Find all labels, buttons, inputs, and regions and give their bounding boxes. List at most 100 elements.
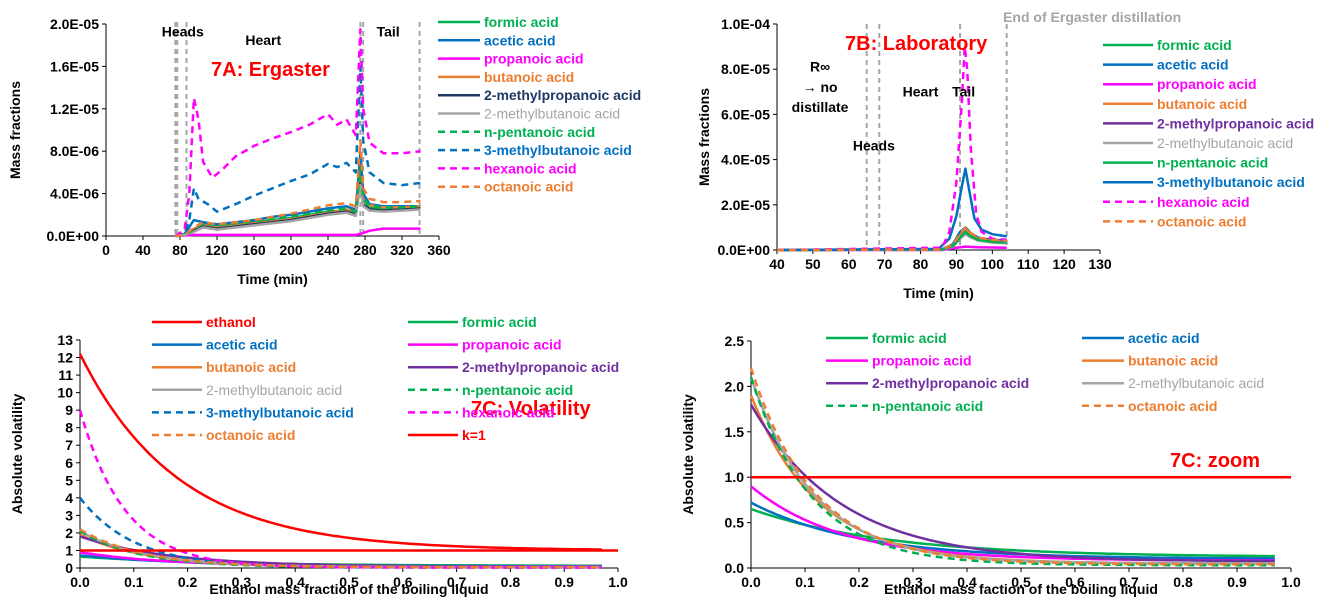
x-tick-label: 0.2 — [849, 574, 869, 590]
y-tick-label: 1.5 — [725, 424, 745, 440]
x-tick-label: 0.6 — [393, 574, 413, 590]
y-tick-label: 1.6E-05 — [50, 58, 99, 74]
x-tick-label: 0.9 — [554, 574, 574, 590]
legend: formic acid acetic acid propanoic acid buta… — [826, 330, 1264, 414]
x-tick-label: 0.0 — [741, 574, 761, 590]
x-axis-label: Time (min) — [903, 285, 974, 301]
series-line-octanoic-acid — [79, 528, 602, 569]
y-tick-label: 7 — [65, 437, 73, 453]
legend-label-3-methylbutanoic-acid: 3-methylbutanoic acid — [484, 142, 632, 158]
x-tick-label: 0.0 — [70, 574, 90, 590]
legend-label-octanoic-acid: octanoic acid — [484, 179, 573, 195]
x-tick-label: 0.2 — [178, 574, 198, 590]
y-tick-label: 8.0E-06 — [50, 143, 99, 159]
chart-title: 7C: zoom — [1170, 450, 1260, 472]
y-axis-label: Absolute volatility — [9, 394, 25, 515]
x-tick-label: 0.7 — [1119, 574, 1139, 590]
legend-label-octanoic-acid: octanoic acid — [1128, 398, 1217, 414]
x-tick-label: 0 — [102, 242, 110, 258]
region-label: Heart — [245, 32, 281, 48]
legend-label-butanoic-acid: butanoic acid — [1157, 96, 1247, 112]
chart-title: 7B: Laboratory — [845, 33, 988, 55]
y-tick-label: 0.5 — [725, 515, 745, 531]
y-tick-label: 4.0E-05 — [721, 152, 770, 168]
region-label: → no — [803, 79, 838, 95]
y-tick-label: 6.0E-05 — [721, 106, 770, 122]
x-tick-label: 0.5 — [339, 574, 359, 590]
series-line-propanoic-acid — [175, 227, 421, 238]
x-tick-label: 360 — [427, 242, 451, 258]
legend-label-acetic-acid: acetic acid — [484, 32, 556, 48]
legend-label-2-methylbutanoic-acid: 2-methylbutanoic acid — [484, 106, 620, 122]
y-tick-label: 9 — [65, 402, 73, 418]
chart-7c-zoom: 0.0 0.1 0.2 0.3 0.4 0.5 0.6 0.7 0.8 0.9 1.0 0.0 0.5 1… — [680, 330, 1301, 597]
x-tick-label: 0.5 — [1011, 574, 1031, 590]
x-tick-label: 280 — [353, 242, 377, 258]
y-tick-label: 1 — [65, 542, 73, 558]
series-line-n-pentanoic-acid — [175, 165, 421, 238]
chart-7b: 40 50 60 70 80 90 100 110 120 130 0.0E+00 2.0E-05 4.… — [696, 9, 1314, 301]
region-label: Tail — [377, 24, 400, 40]
y-tick-label: 1.0E-04 — [721, 16, 770, 32]
legend-label-butanoic-acid: butanoic acid — [206, 359, 296, 375]
x-tick-label: 40 — [769, 256, 785, 272]
x-tick-label: 80 — [172, 242, 188, 258]
x-tick-label: 160 — [242, 242, 266, 258]
y-axis-label: Absolute volatility — [680, 394, 696, 515]
legend-label-butanoic-acid: butanoic acid — [1128, 353, 1218, 369]
chart-7a: 0 40 80 120 160 200 240 280 320 360 0.0E+00 4.0E-06… — [7, 14, 641, 287]
y-tick-label: 8 — [65, 420, 73, 436]
legend-label-hexanoic-acid: hexanoic acid — [462, 404, 555, 420]
legend-label-propanoic-acid: propanoic acid — [1157, 76, 1257, 92]
series-line-butanoic-acid — [749, 395, 1275, 565]
y-tick-label: 2.0 — [725, 378, 745, 394]
x-tick-label: 0.6 — [1065, 574, 1085, 590]
y-tick-label: 0 — [65, 560, 73, 576]
x-tick-label: 1.0 — [608, 574, 628, 590]
y-tick-label: 3 — [65, 507, 73, 523]
x-tick-label: 120 — [1052, 256, 1076, 272]
x-tick-label: 0.1 — [795, 574, 815, 590]
legend-label-propanoic-acid: propanoic acid — [872, 353, 972, 369]
legend-label-formic-acid: formic acid — [484, 14, 559, 30]
y-tick-label: 8.0E-05 — [721, 61, 770, 77]
legend-label-2-methylbutanoic-acid: 2-methylbutanoic acid — [1128, 375, 1264, 391]
x-tick-label: 0.7 — [447, 574, 467, 590]
x-axis-label: Ethanol mass fraction of the boiling liq… — [209, 581, 488, 597]
y-tick-label: 2.5 — [725, 333, 745, 349]
x-tick-label: 80 — [913, 256, 929, 272]
y-tick-label: 0.0E+00 — [46, 228, 99, 244]
chart-title: 7C: Volatility — [471, 398, 592, 420]
legend-label-2-methylbutanoic-acid: 2-methylbutanoic acid — [206, 382, 342, 398]
legend-label-octanoic-acid: octanoic acid — [1157, 213, 1246, 229]
x-tick-label: 0.3 — [232, 574, 252, 590]
legend-label-3-methylbutanoic-acid: 3-methylbutanoic acid — [206, 404, 354, 420]
y-tick-label: 12 — [57, 350, 73, 366]
x-tick-label: 70 — [877, 256, 893, 272]
series-line-3-methylbutanoic-acid — [174, 65, 421, 238]
legend-label-2-methylpropanoic-acid: 2-methylpropanoic acid — [484, 87, 641, 103]
y-tick-label: 1.0 — [725, 469, 745, 485]
legend-label-k-1: k=1 — [462, 427, 486, 443]
legend-label-propanoic-acid: propanoic acid — [462, 337, 562, 353]
annotation-text: End of Ergaster distillation — [1003, 9, 1181, 25]
y-tick-label: 13 — [57, 332, 73, 348]
y-axis-label: Mass fractions — [7, 81, 23, 179]
y-axis-label: Mass fractions — [696, 88, 712, 186]
legend: ethanol formic acid acetic acid propanoic a… — [152, 314, 619, 443]
x-tick-label: 240 — [316, 242, 340, 258]
y-tick-label: 11 — [58, 367, 73, 383]
region-label: R∞ — [810, 58, 830, 74]
x-tick-label: 320 — [390, 242, 414, 258]
y-tick-label: 4.0E-06 — [50, 186, 99, 202]
legend-label-n-pentanoic-acid: n-pentanoic acid — [484, 124, 595, 140]
x-axis-label: Time (min) — [237, 271, 308, 287]
y-tick-label: 2.0E-05 — [721, 197, 770, 213]
series-line-octanoic-acid — [749, 367, 1275, 566]
legend-label-hexanoic-acid: hexanoic acid — [484, 160, 577, 176]
y-tick-label: 0.0 — [725, 560, 745, 576]
x-tick-label: 90 — [949, 256, 965, 272]
legend-label-propanoic-acid: propanoic acid — [484, 51, 584, 67]
y-tick-label: 4 — [65, 490, 73, 506]
